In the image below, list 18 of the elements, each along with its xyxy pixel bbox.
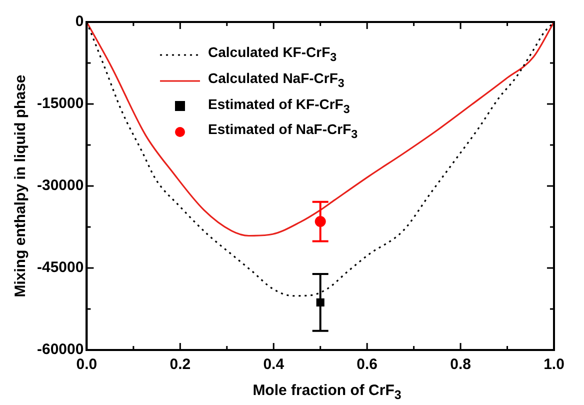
line-series [86,22,554,237]
y-axis-title: Mixing enthalpy in liquid phase [12,74,30,298]
y-tick-label: -60000 [36,341,84,358]
x-axis-title: Mole fraction of CrF$_{3}$ [252,382,402,402]
y-tick-label: -30000 [36,177,84,194]
legend-label: Estimated of KF-CrF$_{3}$ [208,94,350,118]
y-tick-label: 0 [75,13,84,30]
y-tick-label: -15000 [36,95,84,112]
legend-label: Estimated of NaF-CrF$_{3}$ [208,120,358,144]
x-tick-label: 1.0 [544,356,564,374]
x-tick-label: 0.6 [356,356,378,374]
legend-label: Calculated KF-CrF$_{3}$ [208,43,337,66]
x-tick-label: 0.4 [263,356,285,374]
x-tick-label: 0.2 [170,356,191,374]
x-tick-label: 0.0 [76,356,98,374]
x-tick-label: 0.8 [450,356,471,374]
y-tick-label: -45000 [36,259,84,276]
legend-label: Calculated NaF-CrF$_{3}$ [208,68,344,92]
